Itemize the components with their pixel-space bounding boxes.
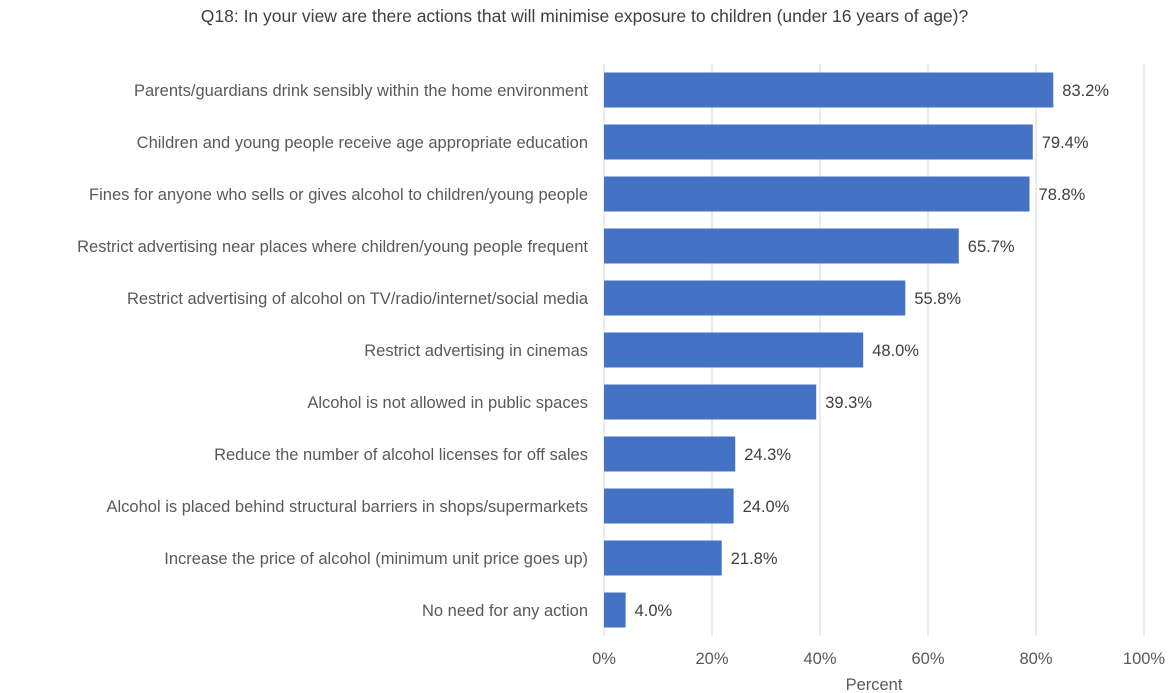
category-label: No need for any action [422, 602, 588, 620]
data-label: 24.3% [744, 446, 791, 464]
bar [604, 124, 1033, 160]
category-label: Alcohol is placed behind structural barr… [107, 498, 588, 516]
bar [604, 488, 734, 524]
bar [604, 72, 1054, 108]
data-label: 78.8% [1039, 186, 1086, 204]
bar [604, 228, 959, 264]
data-label: 83.2% [1062, 82, 1109, 100]
x-tick-label: 0% [592, 650, 616, 668]
category-labels: Parents/guardians drink sensibly within … [77, 82, 589, 620]
x-tick-label: 80% [1019, 650, 1052, 668]
data-label: 4.0% [635, 602, 673, 620]
data-label: 65.7% [968, 238, 1015, 256]
chart-title: Q18: In your view are there actions that… [200, 6, 969, 26]
bar [604, 332, 864, 368]
category-label: Restrict advertising in cinemas [364, 342, 588, 360]
bar [604, 436, 736, 472]
x-axis-ticks: 0% 20% 40% 60% 80% 100% [592, 650, 1165, 668]
data-label: 24.0% [743, 498, 790, 516]
data-label: 55.8% [914, 290, 961, 308]
value-labels: 83.2% 79.4% 78.8% 65.7% 55.8% 48.0% 39.3% 24.3%… [635, 82, 1110, 620]
bar [604, 280, 906, 316]
category-label: Restrict advertising of alcohol on TV/ra… [127, 290, 589, 308]
bar [604, 592, 626, 628]
data-label: 21.8% [731, 550, 778, 568]
x-tick-label: 100% [1123, 650, 1166, 668]
x-axis-title: Percent [846, 676, 903, 693]
category-label: Fines for anyone who sells or gives alco… [89, 186, 588, 204]
bar [604, 540, 722, 576]
data-label: 79.4% [1042, 134, 1089, 152]
data-label: 48.0% [872, 342, 919, 360]
category-label: Reduce the number of alcohol licenses fo… [214, 446, 588, 464]
data-label: 39.3% [825, 394, 872, 412]
bar [604, 176, 1030, 212]
bar [604, 384, 817, 420]
category-label: Parents/guardians drink sensibly within … [134, 82, 588, 100]
category-label: Restrict advertising near places where c… [77, 238, 588, 256]
x-tick-label: 60% [911, 650, 944, 668]
bars [604, 72, 1054, 628]
category-label: Increase the price of alcohol (minimum u… [164, 550, 588, 568]
category-label: Alcohol is not allowed in public spaces [307, 394, 588, 412]
x-tick-label: 40% [803, 650, 836, 668]
category-label: Children and young people receive age ap… [137, 134, 588, 152]
x-tick-label: 20% [695, 650, 728, 668]
